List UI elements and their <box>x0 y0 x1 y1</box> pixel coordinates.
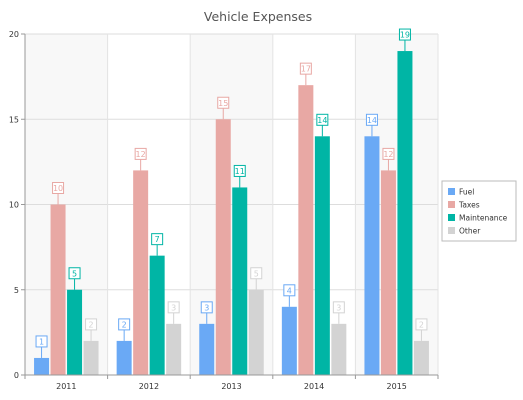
data-label: 1 <box>39 337 44 346</box>
legend-swatch[interactable] <box>448 227 455 234</box>
x-tick-label: 2015 <box>387 382 407 391</box>
legend-swatch[interactable] <box>448 188 455 195</box>
data-label: 10 <box>53 184 63 193</box>
bar-other[interactable] <box>83 340 99 375</box>
bar-fuel[interactable] <box>281 306 297 375</box>
bar-taxes[interactable] <box>380 170 396 375</box>
data-label: 4 <box>287 286 292 295</box>
bar-other[interactable] <box>248 289 264 375</box>
bar-taxes[interactable] <box>133 170 149 375</box>
data-label-box <box>250 267 263 280</box>
bar-fuel[interactable] <box>364 136 380 375</box>
data-label-box <box>200 301 213 314</box>
bar-maintenance[interactable] <box>67 289 83 375</box>
data-label-box <box>365 113 378 126</box>
bar-fuel[interactable] <box>116 340 132 375</box>
data-labels-group: 1 10 5 2 2 12 7 3 3 15 11 5 4 17 14 3 14 12 19 2 <box>35 28 428 358</box>
x-tick-label: 2013 <box>221 382 241 391</box>
data-label: 3 <box>171 303 176 312</box>
y-tick-label: 10 <box>9 201 19 210</box>
legend-item-label[interactable]: Other <box>459 227 481 236</box>
data-label: 15 <box>218 99 228 108</box>
bar-maintenance[interactable] <box>149 255 165 375</box>
data-label: 2 <box>89 320 94 329</box>
legend-swatch[interactable] <box>448 214 455 221</box>
data-label-box <box>151 233 164 246</box>
bar-maintenance[interactable] <box>232 187 248 375</box>
data-label: 5 <box>72 269 77 278</box>
data-label: 11 <box>235 167 245 176</box>
data-label-box <box>233 164 246 177</box>
bars-group <box>34 51 429 376</box>
legend: Fuel Taxes Maintenance Other <box>441 180 517 242</box>
data-label: 19 <box>400 31 410 40</box>
bar-taxes[interactable] <box>50 204 66 376</box>
bar-fuel[interactable] <box>199 323 215 375</box>
x-tick-label: 2014 <box>304 382 324 391</box>
data-label-box <box>217 96 230 109</box>
data-label: 17 <box>301 65 311 74</box>
data-label: 14 <box>367 116 377 125</box>
bar-taxes[interactable] <box>215 119 231 375</box>
bar-maintenance[interactable] <box>397 51 413 376</box>
data-label: 3 <box>204 303 209 312</box>
legend-swatch[interactable] <box>448 201 455 208</box>
data-label-box <box>35 335 48 348</box>
data-label-box <box>68 267 81 280</box>
y-tick-label: 5 <box>14 286 19 295</box>
y-tick-label: 15 <box>9 115 19 124</box>
y-tick-label: 0 <box>14 371 19 380</box>
bar-other[interactable] <box>413 340 429 375</box>
chart-title: Vehicle Expenses <box>204 9 312 24</box>
data-label-box <box>332 301 345 314</box>
legend-item-label[interactable]: Fuel <box>459 188 474 197</box>
data-label: 2 <box>419 320 424 329</box>
data-label-box <box>118 318 131 331</box>
data-label-box <box>382 147 395 160</box>
data-label-box <box>85 318 98 331</box>
bar-maintenance[interactable] <box>314 136 330 375</box>
data-label-box <box>299 62 312 75</box>
data-label-box <box>415 318 428 331</box>
bar-fuel[interactable] <box>34 357 50 375</box>
data-label-box <box>398 28 411 41</box>
x-tick-label: 2012 <box>139 382 159 391</box>
bar-taxes[interactable] <box>298 85 314 376</box>
data-label: 14 <box>317 116 327 125</box>
bar-other[interactable] <box>331 323 347 375</box>
data-label: 12 <box>136 150 146 159</box>
data-label: 12 <box>383 150 393 159</box>
data-label: 7 <box>155 235 160 244</box>
data-label-box <box>167 301 180 314</box>
x-tick-label: 2011 <box>56 382 76 391</box>
bar-other[interactable] <box>166 323 182 375</box>
y-tick-label: 20 <box>9 30 19 39</box>
data-label-box <box>283 284 296 297</box>
data-label-box <box>52 182 65 194</box>
legend-item-label[interactable]: Taxes <box>458 201 480 210</box>
data-label: 3 <box>336 303 341 312</box>
data-label: 5 <box>254 269 259 278</box>
data-label-box <box>316 113 329 126</box>
data-label-box <box>134 147 147 160</box>
data-label: 2 <box>122 320 127 329</box>
legend-item-label[interactable]: Maintenance <box>459 214 508 223</box>
